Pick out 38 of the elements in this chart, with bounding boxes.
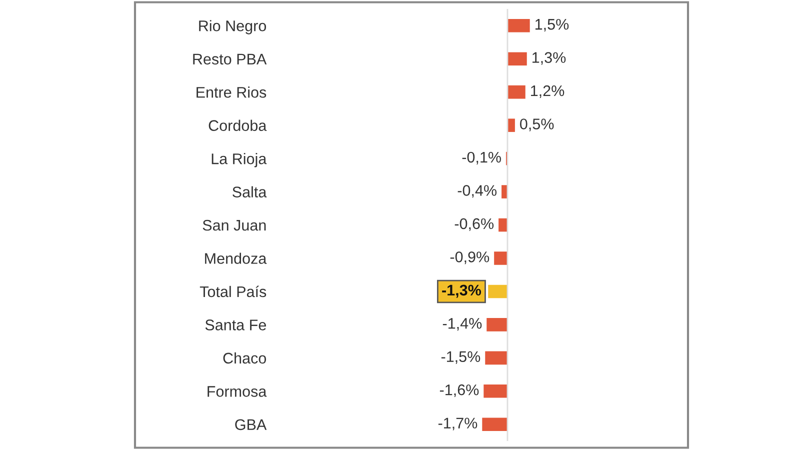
y-tick-label: GBA xyxy=(235,419,267,430)
data-label: -0,9% xyxy=(450,252,490,264)
bar xyxy=(494,252,508,265)
y-tick-label: Santa Fe xyxy=(205,320,266,330)
bar xyxy=(482,418,508,432)
bar xyxy=(486,318,508,332)
y-tick-label: Cordoba xyxy=(208,120,267,131)
data-label: 1,5% xyxy=(535,18,569,32)
y-tick-label: Resto PBA xyxy=(193,54,267,65)
bar xyxy=(498,218,508,232)
y-tick-label: Mendoza xyxy=(205,252,267,264)
data-label: 1,2% xyxy=(531,85,564,98)
y-tick-label: Salta xyxy=(232,186,267,198)
bar xyxy=(507,85,526,99)
bar xyxy=(488,284,508,298)
bar xyxy=(507,52,527,66)
y-tick-label: San Juan xyxy=(202,220,266,231)
y-tick-label: Chaco xyxy=(223,352,266,364)
data-label: -1,4% xyxy=(442,318,482,331)
data-label: -1,7% xyxy=(438,418,478,430)
data-label: -0,1% xyxy=(462,152,501,164)
y-tick-label: Entre Rios xyxy=(196,86,266,98)
data-label: 0,5% xyxy=(520,118,554,132)
y-tick-label: Rio Negro xyxy=(199,20,266,34)
data-label: -0,4% xyxy=(458,185,497,198)
data-label: -0,6% xyxy=(454,218,494,231)
y-tick-label: La Rioja xyxy=(212,153,267,168)
data-label: -1,3% xyxy=(442,284,482,298)
bar xyxy=(507,118,515,132)
data-label: 1,3% xyxy=(532,52,566,65)
bar xyxy=(502,185,508,198)
bar xyxy=(507,18,530,32)
bar xyxy=(485,351,508,365)
data-label: -1,6% xyxy=(440,384,479,398)
y-tick-label: Formosa xyxy=(208,386,267,397)
data-label: -1,5% xyxy=(441,351,480,364)
bar xyxy=(484,384,508,398)
y-tick-label: Total País xyxy=(200,286,266,298)
